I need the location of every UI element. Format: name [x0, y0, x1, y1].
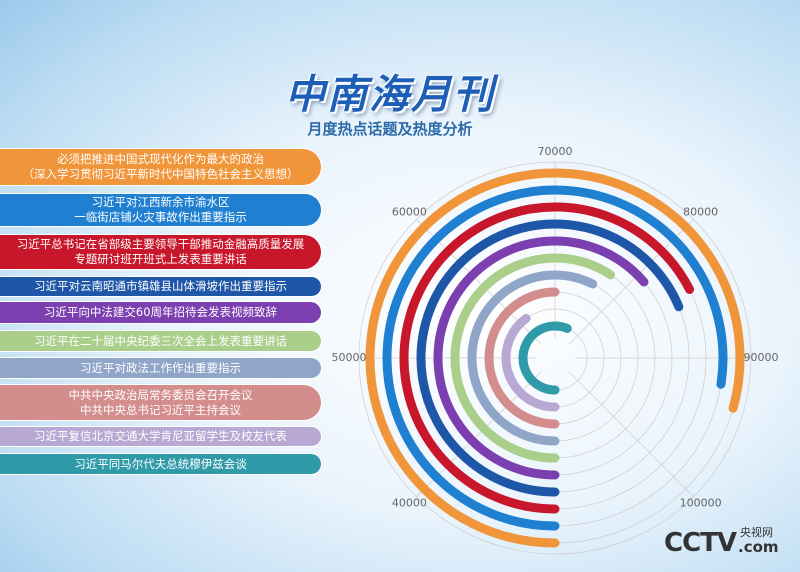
category-label: 习近平向中法建交60周年招待会发表视频致辞 [0, 301, 322, 324]
radial-bar [365, 168, 745, 548]
category-label: 必须把推进中国式现代化作为最大的政治 （深入学习贯彻习近平新时代中国特色社会主义… [0, 148, 322, 186]
chart-title: 中南海月刊 [285, 72, 495, 118]
chart-subtitle: 月度热点话题及热度分析 [307, 120, 473, 138]
category-label: 习近平在二十届中央纪委三次全会上发表重要讲话 [0, 330, 322, 352]
radial-bar [484, 287, 560, 429]
angular-tick-label: 100000 [680, 497, 722, 510]
logo: CCTV .com 央视网 [664, 526, 784, 558]
grid-spoke [568, 371, 694, 497]
angular-tick-label: 60000 [392, 205, 427, 218]
radial-bar [467, 270, 598, 446]
angular-tick-label: 80000 [683, 205, 718, 218]
logo-name: 央视网 [740, 526, 773, 539]
angular-tick-label: 50000 [332, 351, 367, 364]
logo-brand: CCTV [664, 528, 737, 558]
angular-tick-label: 90000 [744, 351, 779, 364]
category-label: 习近平对江西新余市渝水区 一临街店铺火灾事故作出重要指示 [0, 193, 322, 227]
radial-bar [518, 321, 572, 395]
radial-bar [501, 313, 560, 412]
category-label: 习近平对政法工作作出重要指示 [0, 357, 322, 379]
category-label: 习近平复信北京交通大学肯尼亚留学生及校友代表 [0, 426, 322, 447]
radial-bar [433, 236, 649, 480]
radial-bar [399, 202, 695, 514]
angular-tick-label: 70000 [538, 145, 573, 158]
logo-domain: .com [738, 538, 779, 556]
angular-tick-label: 40000 [392, 497, 427, 510]
radial-bar [416, 219, 684, 497]
radial-bar [382, 185, 728, 531]
category-label: 习近平对云南昭通市镇雄县山体滑坡作出重要指示 [0, 276, 322, 297]
category-label: 中共中央政治局常务委员会召开会议 中共中央总书记习近平主持会议 [0, 384, 322, 421]
category-label: 习近平总书记在省部级主要领导干部推动金融高质量发展 专题研讨班开班式上发表重要讲… [0, 234, 322, 270]
category-label: 习近平同马尔代夫总统穆伊兹会谈 [0, 453, 322, 475]
radial-bar [450, 253, 616, 463]
